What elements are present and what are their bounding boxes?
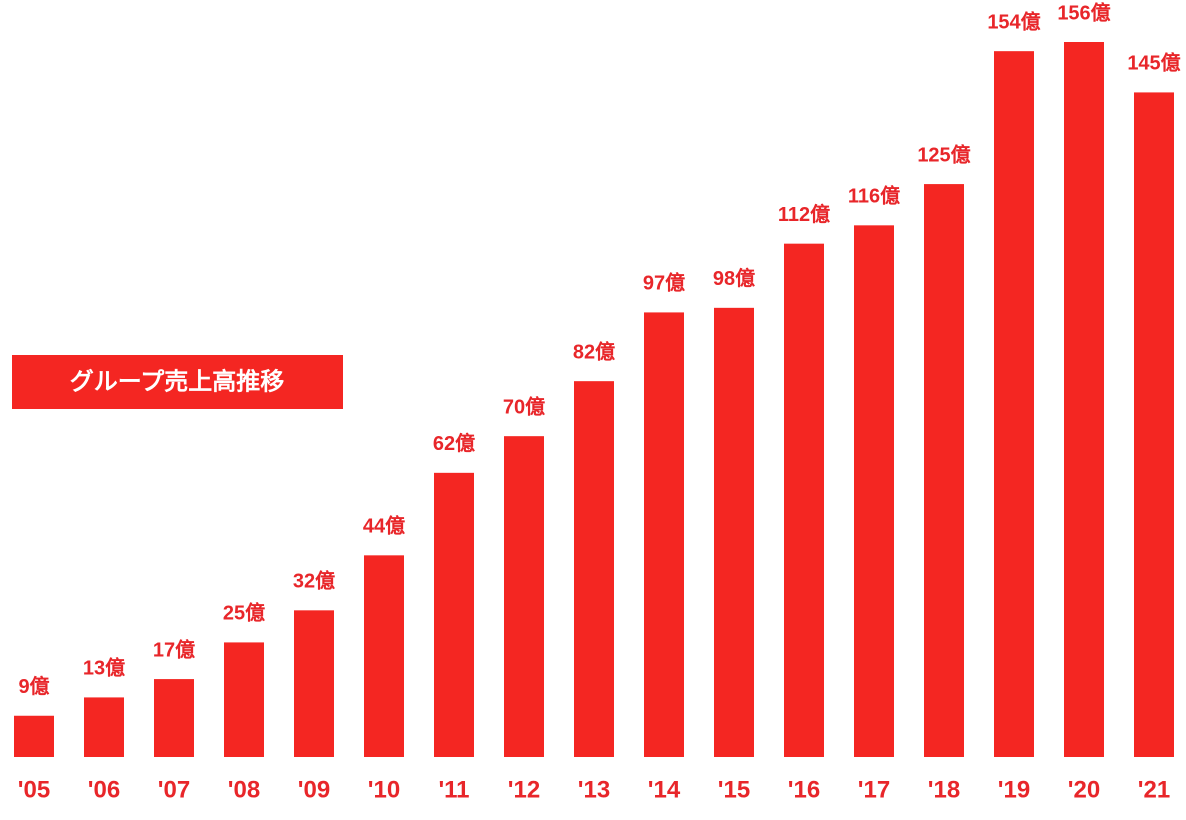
value-label: 17億 [153,637,195,661]
bar [84,697,124,757]
x-tick-label: '08 [228,776,260,803]
x-tick-label: '05 [18,776,50,803]
x-tick-label: '13 [578,776,610,803]
value-label: 13億 [83,656,125,680]
value-label: 44億 [363,514,405,538]
bar [1064,42,1104,757]
bar [924,184,964,758]
chart-title: グループ売上高推移 [70,367,285,395]
title-box [12,355,343,409]
bar [364,555,404,757]
value-label: 25億 [223,601,265,625]
bar [854,225,894,758]
value-label: 62億 [433,431,475,455]
bar [294,610,334,757]
x-tick-label: '18 [928,776,960,803]
x-tick-label: '07 [158,776,190,803]
value-label: 125億 [917,142,970,166]
value-label: 112億 [778,202,830,226]
value-label: 145億 [1127,51,1180,75]
bar [154,679,194,757]
x-tick-label: '12 [508,776,540,803]
bar [994,51,1034,757]
value-label: 70億 [503,394,545,418]
value-label: 32億 [293,569,335,593]
bar [574,381,614,757]
value-label: 82億 [573,339,615,363]
bar [434,472,474,757]
x-tick-label: '10 [368,776,400,803]
x-tick-label: '11 [438,776,469,803]
x-tick-label: '20 [1068,776,1100,803]
x-tick-label: '06 [88,776,120,803]
bar [1134,92,1174,757]
value-label: 98億 [713,266,755,290]
bar [714,307,754,757]
x-tick-label: '09 [298,776,330,803]
value-label: 9億 [18,674,49,698]
bar [784,243,824,757]
x-tick-label: '17 [858,776,890,803]
x-tick-label: '16 [788,776,820,803]
value-label: 116億 [848,184,900,208]
value-label: 97億 [643,271,685,295]
value-label: 154億 [987,9,1040,33]
x-tick-label: '15 [718,776,750,803]
bar [644,312,684,757]
x-tick-label: '21 [1138,776,1170,803]
x-tick-label: '14 [648,776,681,803]
x-tick-label: '19 [998,776,1030,803]
bar [224,642,264,757]
value-label: 156億 [1057,0,1110,24]
bar [14,715,54,757]
bar [504,436,544,757]
